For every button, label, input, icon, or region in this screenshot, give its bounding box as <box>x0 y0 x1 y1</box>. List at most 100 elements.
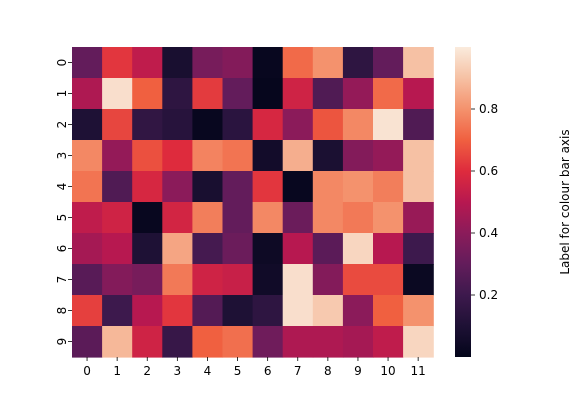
x-tick-label: 4 <box>204 364 212 378</box>
heatmap-cell <box>102 264 133 296</box>
heatmap-cell <box>102 202 133 234</box>
heatmap-cell <box>192 295 224 327</box>
heatmap-cell <box>102 295 133 327</box>
x-tick-label: 8 <box>324 364 332 378</box>
heatmap-cell <box>312 47 344 79</box>
heatmap-cell <box>342 264 374 296</box>
heatmap-cell <box>312 295 344 327</box>
heatmap-cell <box>162 233 193 265</box>
heatmap-cell <box>342 47 374 79</box>
heatmap-cell <box>72 202 103 234</box>
heatmap-cell <box>312 264 344 296</box>
heatmap-cell <box>342 233 374 265</box>
colorbar-gradient <box>455 47 471 357</box>
heatmap-cell <box>282 140 314 172</box>
heatmap-cell <box>72 109 103 141</box>
heatmap-cell <box>192 109 224 141</box>
heatmap-cell <box>403 264 434 296</box>
heatmap-cell <box>282 109 314 141</box>
heatmap-cell <box>373 233 404 265</box>
heatmap-cell <box>282 264 314 296</box>
x-tick-label: 5 <box>234 364 242 378</box>
heatmap-cell <box>222 264 254 296</box>
heatmap-cell <box>192 326 224 358</box>
x-tick-label: 2 <box>143 364 151 378</box>
heatmap-cell <box>373 140 404 172</box>
heatmap-cell <box>282 78 314 110</box>
heatmap-cell <box>342 202 374 234</box>
heatmap-cell <box>222 78 254 110</box>
heatmap-cell <box>312 233 344 265</box>
heatmap-cell <box>192 233 224 265</box>
heatmap-cell <box>132 326 163 358</box>
heatmap-cell <box>162 202 193 234</box>
y-tick-label: 9 <box>55 338 69 346</box>
x-tick-label: 6 <box>264 364 272 378</box>
heatmap-cell <box>282 202 314 234</box>
x-tick-label: 10 <box>380 364 395 378</box>
colorbar-ticks: 0.2 0.4 0.6 0.8 <box>471 102 498 302</box>
heatmap-cell <box>342 171 374 203</box>
y-tick-label: 7 <box>55 276 69 284</box>
x-axis: 0 1 2 3 4 5 6 7 8 9 10 11 <box>83 357 426 378</box>
heatmap-cell <box>373 202 404 234</box>
heatmap-cell <box>132 233 163 265</box>
heatmap-cell <box>252 233 284 265</box>
heatmap-cell <box>222 140 254 172</box>
y-tick-label: 0 <box>55 59 69 67</box>
heatmap-cell <box>192 78 224 110</box>
x-tick-label: 11 <box>411 364 426 378</box>
heatmap-cell <box>342 140 374 172</box>
heatmap-cell <box>72 233 103 265</box>
heatmap-cell <box>222 326 254 358</box>
heatmap-cell <box>162 326 193 358</box>
heatmap-cell <box>252 171 284 203</box>
heatmap-cell <box>132 295 163 327</box>
heatmap-cell <box>102 78 133 110</box>
x-tick-label: 0 <box>83 364 91 378</box>
heatmap-cell <box>252 264 284 296</box>
heatmap-cell <box>373 47 404 79</box>
heatmap-cell <box>282 171 314 203</box>
heatmap-cell <box>162 140 193 172</box>
heatmap-cell <box>102 47 133 79</box>
heatmap-cell <box>312 326 344 358</box>
x-tick-label: 1 <box>113 364 121 378</box>
heatmap-cell <box>222 47 254 79</box>
heatmap-cell <box>373 295 404 327</box>
heatmap-cell <box>312 171 344 203</box>
heatmap-cell <box>72 78 103 110</box>
heatmap-cell <box>403 47 434 79</box>
heatmap-cell <box>132 264 163 296</box>
colorbar-tick-label: 0.2 <box>479 288 498 302</box>
heatmap-cell <box>403 171 434 203</box>
heatmap-cell <box>162 295 193 327</box>
heatmap-cell <box>252 47 284 79</box>
heatmap-cell <box>192 202 224 234</box>
heatmap-cells <box>72 47 434 358</box>
heatmap-cell <box>72 295 103 327</box>
heatmap-cell <box>403 109 434 141</box>
heatmap-cell <box>72 171 103 203</box>
heatmap-cell <box>342 326 374 358</box>
heatmap-cell <box>72 47 103 79</box>
heatmap-cell <box>312 78 344 110</box>
heatmap-cell <box>222 109 254 141</box>
heatmap-cell <box>252 326 284 358</box>
heatmap-cell <box>162 171 193 203</box>
y-tick-label: 6 <box>55 245 69 253</box>
heatmap-cell <box>342 78 374 110</box>
y-tick-label: 8 <box>55 307 69 315</box>
heatmap-cell <box>403 233 434 265</box>
heatmap-cell <box>403 202 434 234</box>
heatmap-cell <box>312 109 344 141</box>
heatmap-cell <box>252 78 284 110</box>
heatmap-cell <box>132 109 163 141</box>
heatmap-cell <box>72 140 103 172</box>
heatmap-cell <box>192 171 224 203</box>
heatmap-cell <box>162 109 193 141</box>
heatmap-cell <box>252 202 284 234</box>
heatmap-cell <box>132 78 163 110</box>
heatmap-cell <box>102 109 133 141</box>
